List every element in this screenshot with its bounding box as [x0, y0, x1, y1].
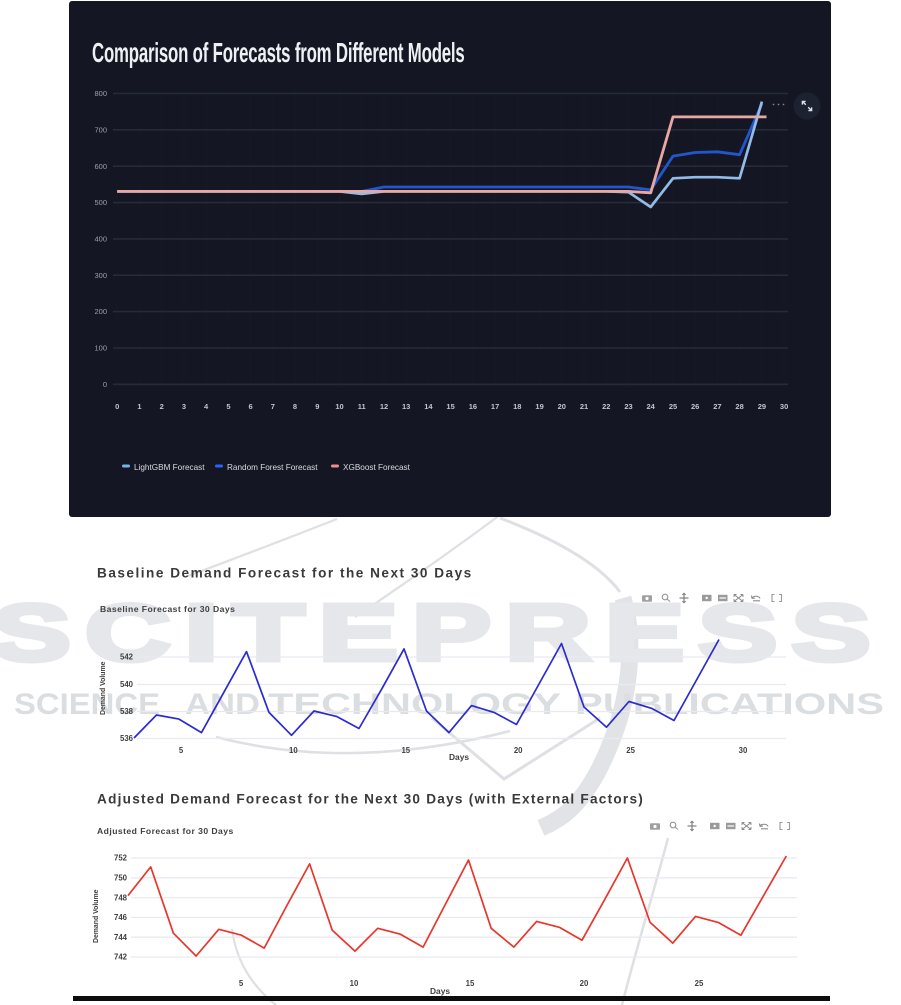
svg-text:25: 25	[695, 979, 704, 988]
svg-text:14: 14	[424, 402, 433, 411]
svg-text:750: 750	[114, 874, 128, 883]
svg-text:5: 5	[179, 746, 184, 755]
svg-text:20: 20	[558, 402, 566, 411]
svg-text:0: 0	[103, 380, 107, 389]
svg-text:5: 5	[239, 979, 244, 988]
svg-text:6: 6	[249, 402, 253, 411]
svg-text:748: 748	[114, 893, 128, 902]
svg-text:3: 3	[182, 402, 186, 411]
svg-text:13: 13	[402, 402, 410, 411]
svg-text:20: 20	[514, 746, 523, 755]
svg-text:746: 746	[114, 913, 128, 922]
svg-text:22: 22	[602, 402, 610, 411]
svg-text:15: 15	[401, 746, 410, 755]
svg-text:700: 700	[94, 125, 107, 134]
svg-text:15: 15	[466, 979, 475, 988]
svg-text:25: 25	[626, 746, 635, 755]
svg-text:SCITEPRESS: SCITEPRESS	[0, 588, 885, 677]
svg-text:Days: Days	[449, 752, 469, 762]
svg-text:26: 26	[691, 402, 699, 411]
svg-text:742: 742	[114, 953, 128, 962]
svg-text:9: 9	[315, 402, 319, 411]
svg-text:19: 19	[535, 402, 543, 411]
svg-text:8: 8	[293, 402, 297, 411]
svg-text:300: 300	[94, 271, 107, 280]
svg-text:2: 2	[160, 402, 164, 411]
svg-text:Baseline Forecast for 30 Days: Baseline Forecast for 30 Days	[100, 604, 235, 614]
svg-text:24: 24	[647, 402, 656, 411]
svg-text:Demand Volume: Demand Volume	[93, 889, 100, 943]
svg-text:XGBoost Forecast: XGBoost Forecast	[343, 463, 411, 472]
svg-text:10: 10	[289, 746, 298, 755]
svg-text:28: 28	[735, 402, 743, 411]
svg-text:1: 1	[137, 402, 141, 411]
svg-text:500: 500	[94, 198, 107, 207]
svg-text:540: 540	[120, 680, 134, 689]
svg-text:Baseline Demand Forecast for t: Baseline Demand Forecast for the Next 30…	[97, 566, 473, 581]
svg-text:18: 18	[513, 402, 521, 411]
svg-text:27: 27	[713, 402, 721, 411]
svg-text:744: 744	[114, 933, 128, 942]
svg-text:LightGBM Forecast: LightGBM Forecast	[134, 463, 205, 472]
svg-text:800: 800	[94, 89, 107, 98]
svg-text:536: 536	[120, 734, 134, 743]
svg-text:10: 10	[335, 402, 343, 411]
svg-text:20: 20	[580, 979, 589, 988]
svg-text:4: 4	[204, 402, 209, 411]
svg-text:TECHNOLOGY: TECHNOLOGY	[268, 688, 561, 721]
svg-text:542: 542	[120, 653, 134, 662]
svg-text:600: 600	[94, 162, 107, 171]
svg-text:25: 25	[669, 402, 677, 411]
svg-text:200: 200	[94, 307, 107, 316]
svg-text:21: 21	[580, 402, 588, 411]
svg-text:10: 10	[350, 979, 359, 988]
svg-text:23: 23	[624, 402, 632, 411]
svg-text:538: 538	[120, 707, 134, 716]
svg-text:17: 17	[491, 402, 499, 411]
svg-text:11: 11	[358, 402, 366, 411]
svg-text:Demand Volume: Demand Volume	[100, 661, 107, 715]
svg-text:29: 29	[758, 402, 766, 411]
svg-text:30: 30	[739, 746, 748, 755]
svg-text:400: 400	[94, 235, 107, 244]
svg-text:0: 0	[115, 402, 119, 411]
svg-text:5: 5	[226, 402, 230, 411]
svg-text:7: 7	[271, 402, 275, 411]
svg-text:752: 752	[114, 854, 128, 863]
svg-text:Adjusted Forecast for 30 Days: Adjusted Forecast for 30 Days	[97, 826, 234, 836]
svg-text:100: 100	[94, 344, 107, 353]
svg-text:12: 12	[380, 402, 388, 411]
svg-text:30: 30	[780, 402, 788, 411]
svg-text:SCIENCE: SCIENCE	[14, 688, 160, 721]
svg-text:16: 16	[469, 402, 477, 411]
svg-text:Days: Days	[430, 986, 450, 996]
svg-text:Adjusted Demand Forecast for t: Adjusted Demand Forecast for the Next 30…	[97, 792, 644, 807]
svg-text:Comparison of Forecasts from D: Comparison of Forecasts from Different M…	[92, 37, 465, 69]
svg-text:Random Forest Forecast: Random Forest Forecast	[227, 463, 318, 472]
svg-text:15: 15	[446, 402, 454, 411]
